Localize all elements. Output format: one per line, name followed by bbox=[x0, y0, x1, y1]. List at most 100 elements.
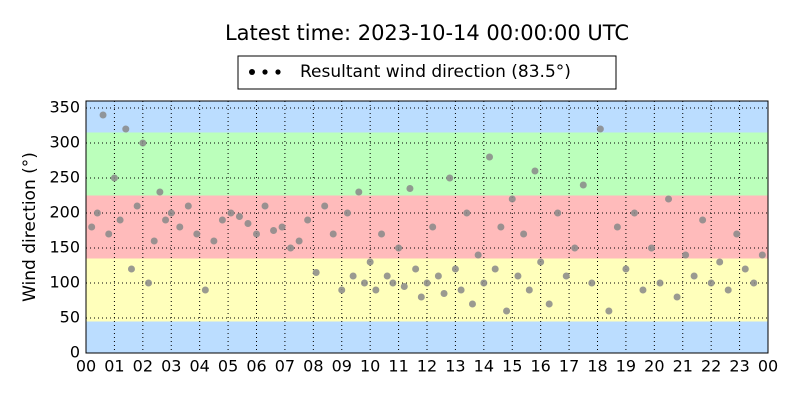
point bbox=[474, 251, 482, 259]
point bbox=[227, 209, 235, 217]
point bbox=[372, 286, 380, 294]
point bbox=[244, 220, 252, 227]
point bbox=[750, 279, 758, 287]
x-tick-label: 22 bbox=[701, 357, 721, 376]
point bbox=[150, 237, 158, 245]
point bbox=[329, 230, 337, 238]
point bbox=[278, 223, 286, 231]
y-tick-label: 100 bbox=[49, 273, 80, 292]
x-tick-label: 07 bbox=[275, 357, 295, 376]
point bbox=[383, 272, 391, 280]
y-tick-label: 350 bbox=[49, 98, 80, 117]
point bbox=[622, 265, 630, 273]
point bbox=[270, 227, 278, 234]
point bbox=[176, 223, 184, 231]
x-tick-label: 13 bbox=[445, 357, 465, 376]
point bbox=[673, 293, 681, 301]
point bbox=[480, 279, 488, 287]
point bbox=[699, 216, 707, 224]
point bbox=[395, 244, 403, 252]
point bbox=[520, 230, 528, 238]
point bbox=[665, 195, 673, 203]
point bbox=[554, 209, 562, 217]
point bbox=[406, 185, 414, 192]
x-tick-label: 20 bbox=[644, 357, 664, 376]
point bbox=[571, 244, 579, 252]
point bbox=[355, 188, 363, 196]
point bbox=[145, 279, 153, 287]
point bbox=[537, 258, 545, 266]
x-tick-label: 21 bbox=[673, 357, 693, 376]
x-tick-label: 23 bbox=[729, 357, 749, 376]
point bbox=[93, 209, 101, 217]
point bbox=[287, 244, 295, 252]
point bbox=[201, 286, 209, 294]
point bbox=[360, 279, 368, 287]
x-tick-label: 10 bbox=[360, 357, 380, 376]
x-tick-label: 11 bbox=[388, 357, 408, 376]
point bbox=[412, 265, 420, 273]
point bbox=[133, 202, 141, 210]
point bbox=[210, 237, 218, 245]
y-tick-label: 50 bbox=[60, 308, 80, 327]
point bbox=[122, 125, 130, 133]
point bbox=[562, 272, 570, 280]
point bbox=[690, 272, 698, 280]
point bbox=[261, 202, 269, 210]
x-tick-label: 15 bbox=[502, 357, 522, 376]
x-tick-label: 03 bbox=[161, 357, 181, 376]
y-tick-label: 150 bbox=[49, 238, 80, 257]
point bbox=[647, 244, 655, 252]
x-tick-label: 09 bbox=[332, 357, 352, 376]
y-tick-label: 250 bbox=[49, 168, 80, 187]
legend bbox=[237, 55, 617, 90]
point bbox=[162, 216, 170, 224]
x-tick-label: 18 bbox=[587, 357, 607, 376]
point bbox=[579, 181, 587, 189]
x-tick-label: 06 bbox=[246, 357, 266, 376]
point bbox=[545, 300, 553, 308]
point bbox=[639, 286, 647, 294]
chart-title: Latest time: 2023-10-14 00:00:00 UTC bbox=[225, 21, 629, 45]
point bbox=[457, 286, 465, 294]
point bbox=[88, 223, 96, 231]
point bbox=[99, 111, 107, 119]
point bbox=[486, 153, 494, 161]
point bbox=[343, 209, 351, 217]
x-tick-label: 01 bbox=[104, 357, 124, 376]
point bbox=[127, 265, 135, 273]
point bbox=[253, 230, 260, 238]
x-tick-label: 00 bbox=[758, 357, 778, 376]
x-tick-label: 02 bbox=[133, 357, 153, 376]
point bbox=[707, 279, 715, 287]
x-tick-label: 14 bbox=[474, 357, 494, 376]
point bbox=[304, 216, 312, 224]
point bbox=[491, 265, 499, 273]
point bbox=[139, 139, 147, 147]
legend-marker bbox=[262, 69, 268, 75]
point bbox=[184, 202, 192, 210]
x-tick-label: 08 bbox=[303, 357, 323, 376]
x-tick-label: 05 bbox=[218, 357, 238, 376]
x-tick-label: 19 bbox=[616, 357, 636, 376]
point bbox=[724, 286, 732, 294]
x-tick-label: 17 bbox=[559, 357, 579, 376]
point bbox=[656, 279, 664, 287]
point bbox=[400, 283, 408, 290]
point bbox=[613, 223, 621, 231]
y-axis-label: Wind direction (°) bbox=[20, 152, 40, 302]
y-tick-label: 0 bbox=[70, 343, 80, 362]
point bbox=[741, 265, 749, 273]
point bbox=[349, 272, 357, 280]
point bbox=[321, 202, 329, 210]
point bbox=[446, 174, 454, 182]
point bbox=[468, 300, 476, 308]
x-tick-label: 12 bbox=[417, 357, 437, 376]
point bbox=[525, 286, 533, 294]
point bbox=[193, 230, 201, 238]
x-tick-label: 16 bbox=[530, 357, 550, 376]
point bbox=[423, 279, 431, 287]
point bbox=[378, 230, 386, 238]
point bbox=[758, 251, 766, 259]
